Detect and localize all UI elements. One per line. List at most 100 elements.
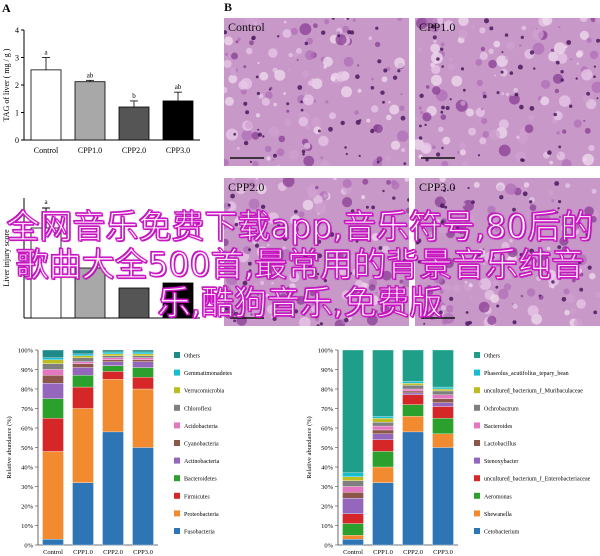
cell-nucleus	[533, 67, 536, 70]
y-tick-label: 3	[15, 54, 19, 63]
micrograph-cpp1: CPP1.0	[415, 18, 600, 166]
tissue-cell	[573, 318, 583, 326]
tissue-cell	[273, 102, 277, 107]
tissue-cell	[494, 227, 499, 232]
legend-label: Acidobacteria	[184, 424, 218, 430]
tissue-cell	[313, 23, 318, 29]
cell-nucleus	[560, 70, 564, 74]
tissue-cell	[595, 291, 600, 298]
tissue-cell	[315, 288, 321, 294]
tissue-cell	[288, 52, 293, 58]
tissue-cell	[337, 31, 340, 35]
cell-nucleus	[575, 77, 578, 80]
tissue-cell	[395, 306, 404, 315]
x-tick-label: CPP2.0	[103, 549, 123, 556]
cell-nucleus	[350, 209, 355, 213]
tissue-cell	[284, 118, 292, 126]
tissue-cell	[299, 23, 312, 36]
tissue-cell	[245, 47, 253, 55]
tissue-cell	[501, 267, 514, 280]
tissue-cell	[431, 74, 442, 86]
cell-nucleus	[348, 271, 352, 276]
stack-segment	[132, 388, 154, 448]
tissue-cell	[420, 142, 432, 154]
cell-nucleus	[376, 160, 380, 164]
tissue-cell	[328, 260, 331, 263]
tissue-cell	[295, 48, 302, 54]
cell-nucleus	[431, 221, 436, 226]
tissue-cell	[331, 81, 334, 85]
stack-segment	[42, 418, 64, 452]
tissue-cell	[386, 114, 392, 121]
stack-segment	[132, 351, 154, 355]
stack-segment	[42, 451, 64, 540]
cell-nucleus	[276, 224, 281, 228]
tissue-cell	[243, 246, 252, 255]
tissue-cell	[289, 271, 300, 283]
cell-nucleus	[423, 322, 426, 325]
legend-swatch	[174, 422, 180, 429]
legend-label: Fusobacteria	[184, 530, 215, 536]
tissue-cell	[386, 180, 391, 185]
tissue-cell	[506, 41, 515, 50]
cell-nucleus	[382, 100, 385, 104]
tissue-cell	[298, 211, 305, 218]
tissue-cell	[298, 116, 309, 127]
cell-nucleus	[551, 280, 555, 284]
y-tick-label: 70%	[21, 406, 34, 413]
cell-nucleus	[436, 152, 441, 157]
cell-nucleus	[371, 205, 375, 210]
cell-nucleus	[286, 102, 290, 106]
cell-nucleus	[474, 257, 479, 261]
tissue-cell	[388, 100, 391, 104]
cell-nucleus	[282, 236, 288, 242]
stack-segment	[342, 492, 364, 499]
tissue-cell	[521, 25, 527, 31]
bar	[30, 69, 62, 141]
cell-nucleus	[593, 310, 598, 315]
legend-swatch	[474, 475, 480, 482]
cell-nucleus	[585, 232, 589, 237]
cell-nucleus	[519, 253, 523, 257]
tissue-cell	[565, 183, 571, 189]
tissue-cell	[581, 69, 593, 81]
panel-b-letter: B	[224, 0, 233, 14]
cell-nucleus	[350, 30, 355, 35]
significance-letter: ab	[87, 71, 94, 79]
tissue-cell	[304, 98, 308, 101]
legend-swatch	[174, 475, 180, 482]
tissue-texture	[415, 178, 600, 326]
tissue-cell	[341, 86, 352, 98]
tissue-cell	[374, 41, 381, 48]
cell-nucleus	[482, 94, 487, 99]
cell-nucleus	[301, 149, 306, 154]
cell-nucleus	[243, 140, 249, 146]
tissue-cell	[241, 129, 253, 141]
tissue-cell	[565, 294, 575, 303]
stack-segment	[432, 447, 454, 546]
tissue-cell	[525, 229, 534, 238]
legend-swatch	[174, 404, 180, 411]
legend-label: Stenoxybacter	[484, 459, 518, 465]
tissue-cell	[303, 262, 307, 266]
stack-segment	[402, 384, 424, 390]
stack-segment	[342, 535, 364, 540]
tissue-cell	[335, 34, 347, 46]
tissue-cell	[451, 75, 463, 87]
tissue-cell	[391, 181, 400, 190]
tissue-cell	[501, 92, 505, 96]
legend-swatch	[474, 492, 480, 499]
stack-segment	[402, 388, 424, 392]
tissue-cell	[488, 48, 494, 54]
y-tick-label: 20%	[321, 504, 334, 511]
stack-segment	[432, 406, 454, 419]
tissue-cell	[296, 59, 299, 61]
stack-segment	[72, 357, 94, 362]
cell-nucleus	[529, 200, 533, 204]
legend-label: Chloroflexi	[184, 405, 212, 412]
tissue-cell	[231, 52, 238, 60]
tissue-texture	[415, 18, 600, 166]
tissue-cell	[482, 262, 486, 265]
y-axis-label: Liver injury score	[2, 229, 11, 287]
tissue-cell	[268, 126, 280, 137]
